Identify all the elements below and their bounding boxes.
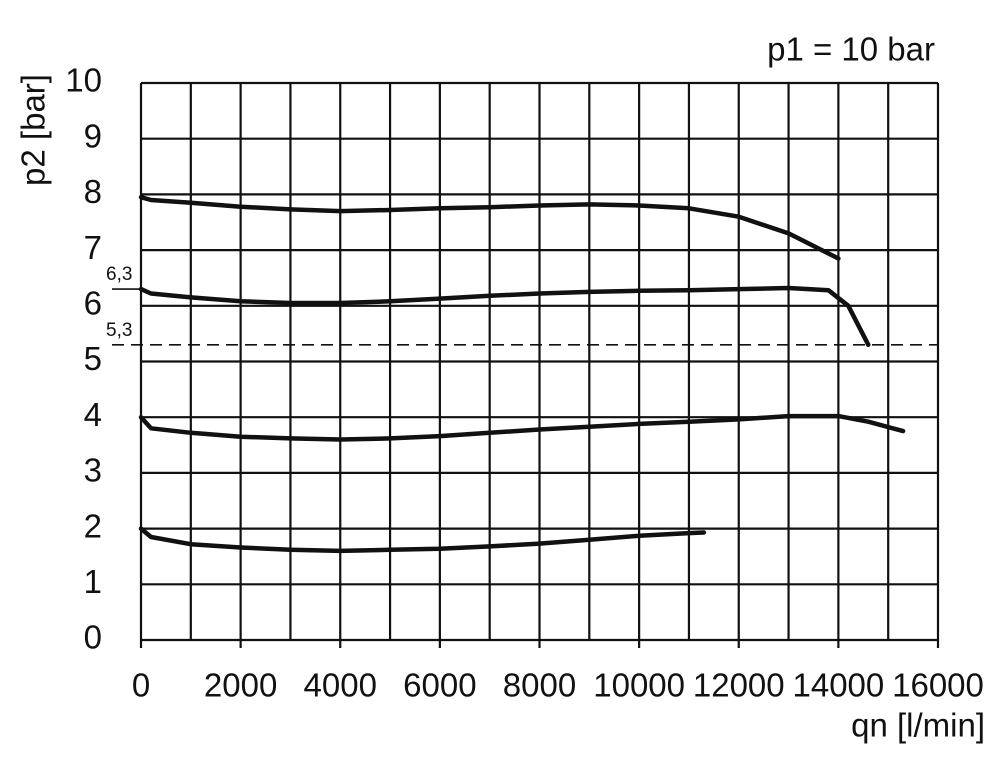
y-tick-label: 6: [84, 285, 102, 322]
reference-label: 5,3: [106, 320, 132, 341]
x-tick-label: 16000: [892, 667, 984, 704]
x-tick-label: 10000: [593, 667, 685, 704]
x-tick-label: 4000: [304, 667, 377, 704]
curve: [138, 526, 707, 554]
x-tick-label: 2000: [204, 667, 277, 704]
y-tick-label: 8: [84, 173, 102, 210]
y-tick-label: 10: [65, 62, 102, 99]
x-tick-label: 8000: [503, 667, 576, 704]
y-tick-label: 3: [84, 452, 102, 489]
x-tick-label: 6000: [403, 667, 476, 704]
x-axis-title: qn [l/min]: [851, 707, 985, 744]
y-tick-label: 4: [84, 396, 102, 433]
y-axis-title: p2 [bar]: [15, 74, 52, 186]
curve: [138, 413, 906, 442]
x-tick-label: 14000: [792, 667, 884, 704]
curve: [138, 285, 871, 348]
y-tick-label: 2: [84, 507, 102, 544]
y-tick-label: 9: [84, 117, 102, 154]
y-tick-label: 0: [84, 619, 102, 656]
y-tick-label: 5: [84, 340, 102, 377]
curve: [138, 194, 841, 261]
y-tick-label: 7: [84, 229, 102, 266]
x-tick-label: 12000: [693, 667, 785, 704]
y-tick-label: 1: [84, 563, 102, 600]
annotation: p1 = 10 bar: [767, 31, 935, 68]
reference-label: 6,3: [106, 264, 132, 285]
x-tick-label: 0: [132, 667, 150, 704]
